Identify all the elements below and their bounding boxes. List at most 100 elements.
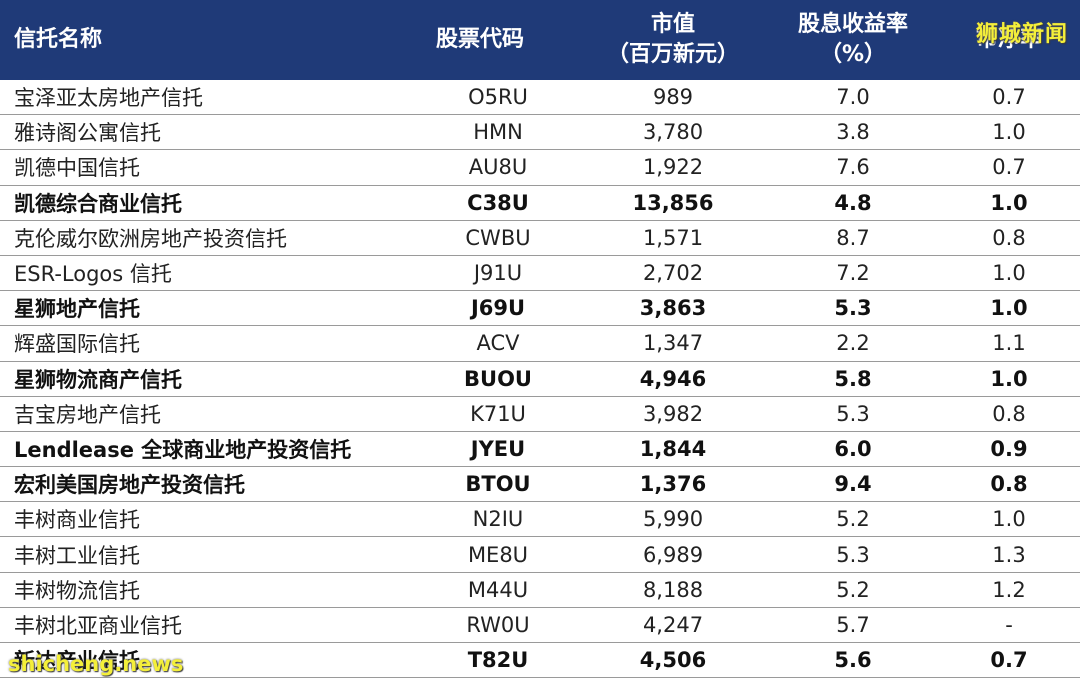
- table-row: 宝泽亚太房地产信托 O5RU 989 7.0 0.7: [0, 80, 1080, 116]
- cell-trust-name: 辉盛国际信托: [0, 325, 418, 362]
- header-market-cap-line2: （百万新元）: [606, 42, 739, 67]
- table-row: 丰树北亚商业信托 RW0U 4,247 5.7-: [0, 607, 1080, 644]
- cell-market-cap: 5,990: [578, 501, 768, 538]
- cell-pb-ratio: 1.0: [938, 501, 1080, 538]
- cell-stock-code: K71U: [418, 396, 578, 432]
- cell-dividend-yield: 5.3: [768, 290, 938, 327]
- cell-stock-code: RW0U: [418, 607, 578, 644]
- cell-trust-name: 雅诗阁公寓信托: [0, 114, 418, 151]
- cell-trust-name: 克伦威尔欧洲房地产投资信托: [0, 220, 418, 256]
- cell-stock-code: ME8U: [418, 536, 578, 573]
- cell-stock-code: AU8U: [418, 149, 578, 186]
- cell-market-cap: 989: [578, 80, 768, 116]
- cell-market-cap: 13,856: [578, 185, 768, 221]
- cell-trust-name: 宝泽亚太房地产信托: [0, 80, 418, 116]
- cell-dividend-yield: 5.3: [768, 396, 938, 432]
- cell-pb-ratio: 1.0: [938, 361, 1080, 397]
- cell-trust-name: ESR-Logos 信托: [0, 255, 418, 292]
- cell-market-cap: 3,780: [578, 114, 768, 151]
- cell-dividend-yield: 5.3: [768, 536, 938, 573]
- table-row: 凯德综合商业信托 C38U 13,856 4.8 1.0: [0, 185, 1080, 221]
- header-name: 信托名称: [0, 0, 418, 80]
- cell-stock-code: N2IU: [418, 501, 578, 538]
- table-row: 凯德中国信托 AU8U 1,922 7.6 0.7: [0, 149, 1080, 186]
- cell-stock-code: BUOU: [418, 361, 578, 397]
- cell-market-cap: 2,702: [578, 255, 768, 292]
- cell-pb-ratio: 0.7: [938, 642, 1080, 679]
- cell-pb-ratio: 0.7: [938, 80, 1080, 116]
- table-row: 吉宝房地产信托 K71U 3,982 5.3 0.8: [0, 396, 1080, 432]
- table-row: 星狮地产信托 J69U 3,863 5.3 1.0: [0, 290, 1080, 327]
- cell-pb-ratio: 1.0: [938, 290, 1080, 327]
- header-pb-ratio: 市净率: [938, 0, 1080, 80]
- cell-market-cap: 4,946: [578, 361, 768, 397]
- cell-stock-code: ACV: [418, 325, 578, 362]
- header-code: 股票代码: [418, 0, 578, 80]
- cell-stock-code: O5RU: [418, 80, 578, 116]
- table-header: 信托名称 股票代码 市值 （百万新元） 股息收益率 （%） 市净率: [0, 0, 1080, 80]
- table-row: 克伦威尔欧洲房地产投资信托 CWBU 1,571 8.7 0.8: [0, 220, 1080, 256]
- cell-dividend-yield: 9.4: [768, 466, 938, 503]
- cell-dividend-yield: 7.2: [768, 255, 938, 292]
- header-dividend-yield-line2: （%）: [819, 42, 887, 67]
- cell-market-cap: 1,347: [578, 325, 768, 362]
- table-row: 辉盛国际信托 ACV 1,347 2.2 1.1: [0, 325, 1080, 362]
- table-row: Lendlease 全球商业地产投资信托 JYEU 1,844 6.0 0.9: [0, 431, 1080, 468]
- cell-stock-code: J91U: [418, 255, 578, 292]
- cell-dividend-yield: 5.7: [768, 607, 938, 644]
- cell-market-cap: 3,863: [578, 290, 768, 327]
- cell-trust-name: 丰树物流信托: [0, 572, 418, 608]
- header-dividend-yield: 股息收益率 （%）: [768, 0, 938, 80]
- cell-trust-name: 新达产业信托: [0, 642, 418, 679]
- table-row: ESR-Logos 信托 J91U 2,702 7.2 1.0: [0, 255, 1080, 292]
- cell-pb-ratio: 1.0: [938, 114, 1080, 151]
- cell-pb-ratio: 0.8: [938, 396, 1080, 432]
- table-body: 宝泽亚太房地产信托 O5RU 989 7.0 0.7 雅诗阁公寓信托 HMN 3,780 3.8…: [0, 80, 1080, 679]
- cell-pb-ratio: 1.3: [938, 536, 1080, 573]
- cell-market-cap: 6,989: [578, 536, 768, 573]
- cell-market-cap: 1,844: [578, 431, 768, 468]
- cell-stock-code: M44U: [418, 572, 578, 608]
- cell-dividend-yield: 4.8: [768, 185, 938, 221]
- cell-trust-name: 丰树北亚商业信托: [0, 607, 418, 644]
- cell-dividend-yield: 5.6: [768, 642, 938, 679]
- cell-dividend-yield: 5.2: [768, 501, 938, 538]
- cell-dividend-yield: 8.7: [768, 220, 938, 256]
- cell-stock-code: HMN: [418, 114, 578, 151]
- cell-stock-code: C38U: [418, 185, 578, 221]
- header-row: 信托名称 股票代码 市值 （百万新元） 股息收益率 （%） 市净率: [0, 0, 1080, 80]
- cell-dividend-yield: 6.0: [768, 431, 938, 468]
- table-row: 宏利美国房地产投资信托 BTOU 1,376 9.4 0.8: [0, 466, 1080, 503]
- cell-trust-name: 凯德中国信托: [0, 149, 418, 186]
- cell-market-cap: 8,188: [578, 572, 768, 608]
- cell-stock-code: J69U: [418, 290, 578, 327]
- cell-pb-ratio: 1.0: [938, 185, 1080, 221]
- cell-pb-ratio: 0.7: [938, 149, 1080, 186]
- header-market-cap-line1: 市值: [650, 12, 695, 37]
- table-row: 丰树商业信托 N2IU 5,990 5.2 1.0: [0, 501, 1080, 538]
- cell-trust-name: 丰树商业信托: [0, 501, 418, 538]
- cell-stock-code: CWBU: [418, 220, 578, 256]
- cell-market-cap: 3,982: [578, 396, 768, 432]
- cell-market-cap: 4,247: [578, 607, 768, 644]
- table-row: 新达产业信托 T82U 4,506 5.6 0.7: [0, 642, 1080, 679]
- cell-pb-ratio: 0.8: [938, 220, 1080, 256]
- cell-trust-name: 星狮物流商产信托: [0, 361, 418, 397]
- cell-trust-name: 吉宝房地产信托: [0, 396, 418, 432]
- cell-pb-ratio: 0.9: [938, 431, 1080, 468]
- table-row: 雅诗阁公寓信托 HMN 3,780 3.8 1.0: [0, 114, 1080, 151]
- cell-trust-name: 宏利美国房地产投资信托: [0, 466, 418, 503]
- table-row: 星狮物流商产信托 BUOU 4,946 5.8 1.0: [0, 361, 1080, 397]
- cell-trust-name: 凯德综合商业信托: [0, 185, 418, 221]
- table-row: 丰树物流信托 M44U 8,188 5.2 1.2: [0, 572, 1080, 608]
- cell-dividend-yield: 7.6: [768, 149, 938, 186]
- header-market-cap: 市值 （百万新元）: [578, 0, 768, 80]
- cell-trust-name: Lendlease 全球商业地产投资信托: [0, 431, 418, 468]
- cell-dividend-yield: 5.8: [768, 361, 938, 397]
- cell-market-cap: 4,506: [578, 642, 768, 679]
- cell-dividend-yield: 3.8: [768, 114, 938, 151]
- cell-stock-code: JYEU: [418, 431, 578, 468]
- cell-pb-ratio: 1.2: [938, 572, 1080, 608]
- cell-stock-code: T82U: [418, 642, 578, 679]
